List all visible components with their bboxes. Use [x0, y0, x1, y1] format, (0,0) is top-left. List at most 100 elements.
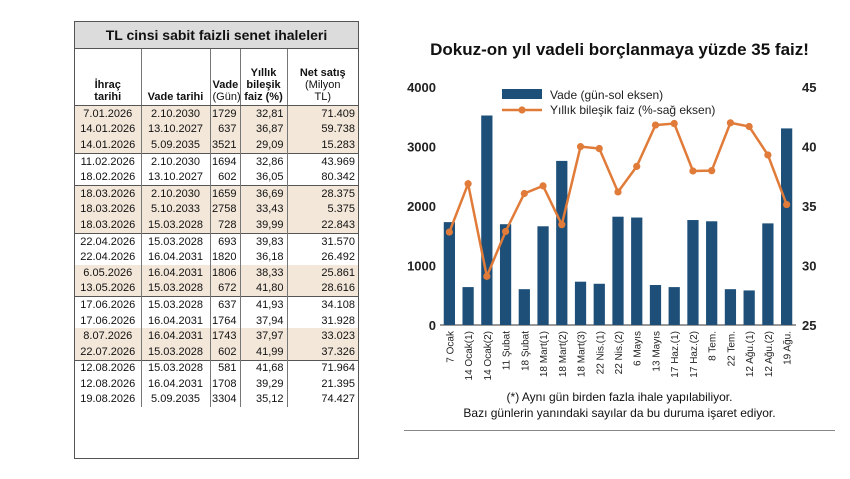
- cell-term-days: 2758: [210, 201, 241, 218]
- bar: [706, 221, 718, 325]
- rate-point: [670, 119, 678, 128]
- table-row: 17.06.2026 16.04.2031 1764 37,94 31.928: [75, 312, 358, 329]
- bar: [612, 216, 624, 325]
- cell-net-sales: 21.395: [321, 377, 355, 390]
- cell-maturity-date: 15.03.2028: [141, 217, 211, 234]
- cell-net-sales: 80.342: [321, 171, 355, 184]
- cell-maturity-date: 5.10.2033: [141, 201, 211, 218]
- cell-term-days: 637: [210, 296, 241, 313]
- y-left-tick-label: 1000: [407, 259, 436, 274]
- cell-issue-date: 18.03.2026: [75, 217, 142, 234]
- legend-swatch-bar: [502, 89, 542, 99]
- rate-point: [576, 143, 585, 151]
- x-tick-label: 14 Ocak(1): [464, 331, 475, 380]
- bar: [781, 128, 793, 325]
- cell-maturity-date: 2.10.2030: [141, 152, 211, 170]
- rate-point: [445, 228, 453, 236]
- cell-compound-rate: 39,29: [240, 376, 288, 392]
- cell-term-days: 581: [210, 359, 241, 377]
- bar: [631, 217, 643, 325]
- cell-net-sales: 71.409: [287, 105, 358, 122]
- bar: [687, 220, 699, 325]
- table-row: 18.03.2026 15.03.2028 728 39,99 22.843: [75, 217, 358, 234]
- cell-issue-date: 18.03.2026: [75, 201, 142, 218]
- cell-maturity-date: 15.03.2028: [141, 296, 211, 313]
- x-tick-label: 22 Tem.: [726, 331, 737, 366]
- cell-maturity-date: 16.04.2031: [141, 264, 211, 281]
- cell-term-days: 728: [210, 217, 241, 234]
- table-row: 14.01.2026 13.10.2027 637 36,87 59.738: [75, 121, 358, 138]
- cell-compound-rate: 41,68: [240, 359, 288, 377]
- x-tick-label: 6 Mayıs: [633, 331, 644, 366]
- table-body: 7.01.2026 2.10.2030 1729 32,81 71.409 14.01.2…: [75, 105, 358, 408]
- bar: [649, 285, 662, 325]
- bar: [668, 287, 680, 325]
- header-net-sales: Net satış (Milyon TL): [287, 49, 358, 106]
- cell-term-days: 1708: [210, 376, 241, 392]
- rate-point: [483, 272, 491, 280]
- cell-net-sales: 22.843: [287, 217, 358, 234]
- cell-net-sales: 43.969: [287, 152, 358, 170]
- cell-issue-date: 18.03.2026: [75, 184, 142, 202]
- cell-compound-rate: 29,09: [240, 137, 288, 154]
- cell-issue-date: 8.07.2026: [75, 328, 142, 344]
- cell-compound-rate: 32,81: [240, 105, 288, 122]
- cell-net-sales: 33.023: [287, 328, 358, 344]
- cell-maturity-date: 15.03.2028: [141, 232, 211, 250]
- table-row: 12.08.2026 15.03.2028 581 41,68 71.964: [75, 359, 358, 377]
- cell-net-sales: 28.375: [287, 184, 358, 202]
- cell-maturity-date: 13.10.2027: [141, 121, 211, 138]
- x-tick-label: 11 Şubat: [502, 331, 513, 371]
- bar: [499, 224, 512, 325]
- table-row: 11.02.2026 2.10.2030 1694 32,86 43.969: [75, 152, 358, 170]
- cell-maturity-date: 16.04.2031: [141, 312, 211, 329]
- x-tick-label: 14 Ocak(2): [483, 331, 494, 380]
- x-tick-label: 13 Mayıs: [651, 331, 662, 372]
- footnote-2: Bazı günlerin yanındaki sayılar da bu du…: [463, 406, 776, 420]
- cell-maturity-date: 5.09.2035: [141, 391, 211, 408]
- table-title: TL cinsi sabit faizli senet ihaleleri: [75, 22, 358, 49]
- rate-point: [783, 200, 791, 209]
- cell-issue-date: 7.01.2026: [75, 105, 142, 122]
- table-row: 22.04.2026 15.03.2028 693 39,83 31.570: [75, 232, 358, 250]
- cell-term-days: 3304: [210, 391, 241, 408]
- table-row: 17.06.2026 15.03.2028 637 41,93 34.108: [75, 296, 358, 313]
- cell-issue-date: 22.07.2026: [75, 343, 142, 360]
- cell-compound-rate: 41,93: [240, 296, 288, 313]
- cell-compound-rate: 37,94: [240, 312, 288, 329]
- cell-net-sales: 5.375: [287, 201, 358, 218]
- rate-point: [689, 167, 697, 175]
- y-right-tick-label: 25: [802, 318, 816, 333]
- cell-term-days: 1820: [210, 249, 241, 265]
- cell-issue-date: 12.08.2026: [75, 359, 142, 377]
- cell-net-sales: 31.928: [321, 314, 355, 327]
- cell-net-sales: 25.861: [287, 264, 358, 281]
- cell-compound-rate: 41,99: [240, 343, 288, 360]
- cell-maturity-date: 13.10.2027: [141, 169, 211, 186]
- cell-issue-date: 19.08.2026: [75, 391, 142, 408]
- legend-label-line: Yıllık bileşik faiz (%-sağ eksen): [550, 103, 715, 117]
- cell-issue-date: 17.06.2026: [75, 312, 142, 329]
- table-header-row: İhraç tarihi Vade tarihi Vade (Gün) Yıllık…: [75, 49, 358, 106]
- y-right-tick-label: 30: [802, 259, 816, 274]
- bar: [743, 290, 755, 325]
- cell-net-sales: 15.283: [287, 137, 358, 154]
- rate-point: [651, 121, 660, 129]
- cell-issue-date: 17.06.2026: [75, 296, 142, 313]
- header-compound-rate: Yıllık bileşik faiz (%): [240, 49, 288, 106]
- rate-point: [539, 182, 547, 190]
- cell-issue-date: 13.05.2026: [75, 280, 142, 297]
- cell-compound-rate: 36,87: [240, 121, 288, 138]
- bar: [481, 115, 493, 325]
- y-left-tick-label: 2000: [407, 199, 436, 214]
- header-issue-date: İhraç tarihi: [75, 49, 142, 106]
- cell-compound-rate: 39,99: [240, 217, 288, 234]
- auction-table: İhraç tarihi Vade tarihi Vade (Gün) Yıllık…: [75, 49, 358, 408]
- rate-point: [520, 189, 528, 198]
- footnote-1: (*) Aynı gün birden fazla ihale yapılabi…: [506, 390, 733, 404]
- cell-compound-rate: 32,86: [240, 152, 288, 170]
- x-tick-label: 17 Haz.(2): [689, 331, 700, 378]
- y-left-tick-label: 4000: [407, 80, 436, 95]
- bar: [537, 226, 549, 325]
- table-row: 18.03.2026 2.10.2030 1659 36,69 28.375: [75, 184, 358, 202]
